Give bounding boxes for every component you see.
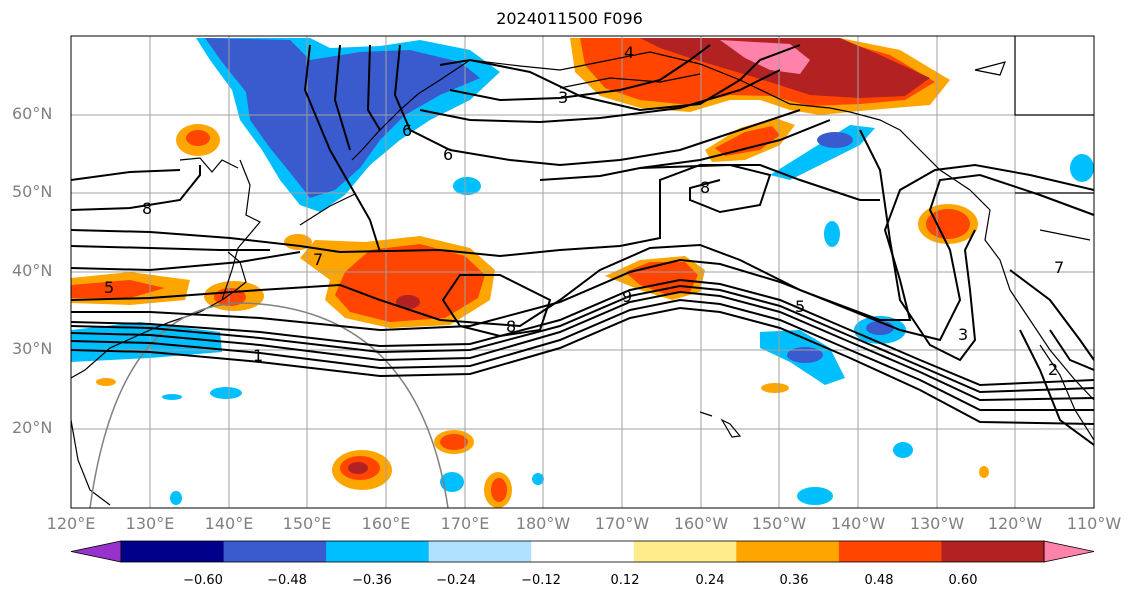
contour-label: 3 bbox=[558, 88, 568, 107]
colorbar-tick-label: 0.36 bbox=[779, 573, 809, 588]
colorbar-tick-label: −0.24 bbox=[436, 573, 476, 588]
colorbar-segment bbox=[428, 541, 532, 562]
lon-label: 130°W bbox=[909, 514, 965, 533]
lat-label: 50°N bbox=[12, 182, 53, 201]
colorbar-tick-label: 0.24 bbox=[695, 573, 725, 588]
negative-anomaly-region bbox=[205, 38, 480, 198]
lon-label: 130°E bbox=[125, 514, 175, 533]
colorbar-segment bbox=[941, 541, 1045, 562]
lon-label: 160°W bbox=[673, 514, 729, 533]
map-gridlines bbox=[71, 36, 1094, 508]
contour-label: 3 bbox=[958, 325, 968, 344]
contour-label: 7 bbox=[313, 250, 323, 269]
contour-label: 8 bbox=[506, 317, 516, 336]
contour-label: 2 bbox=[1048, 360, 1058, 379]
colorbar-segment bbox=[326, 541, 430, 562]
lat-label: 60°N bbox=[12, 104, 53, 123]
lon-label: 140°W bbox=[830, 514, 886, 533]
colorbar-segment bbox=[633, 541, 737, 562]
colorbar-extend-max bbox=[1043, 540, 1095, 563]
positive-anomaly-region bbox=[720, 40, 810, 74]
contour-label: 8 bbox=[142, 199, 152, 218]
reference-circle bbox=[89, 302, 449, 508]
contour-label: 4 bbox=[624, 43, 634, 62]
contour-label: 1 bbox=[253, 346, 263, 365]
colorbar-segment bbox=[531, 541, 635, 562]
colorbar-tick-label: −0.60 bbox=[183, 573, 223, 588]
lon-label: 120°E bbox=[46, 514, 96, 533]
lon-label: 140°E bbox=[204, 514, 254, 533]
colorbar-tick-label: −0.12 bbox=[521, 573, 561, 588]
lon-label: 120°W bbox=[987, 514, 1043, 533]
lon-label: 170°E bbox=[440, 514, 490, 533]
lat-label: 30°N bbox=[12, 339, 53, 358]
colorbar-tick-label: −0.36 bbox=[352, 573, 392, 588]
map-frame bbox=[70, 35, 1095, 509]
lat-label: 20°N bbox=[12, 418, 53, 437]
colorbar-tick-label: −0.48 bbox=[267, 573, 307, 588]
contour-label: 9 bbox=[622, 287, 632, 306]
colorbar bbox=[70, 540, 1095, 563]
lon-label: 170°W bbox=[594, 514, 650, 533]
height-contours bbox=[71, 44, 1094, 446]
lon-label: 150°W bbox=[751, 514, 807, 533]
contour-label: 5 bbox=[104, 278, 114, 297]
coastlines bbox=[71, 36, 1094, 506]
lat-label: 40°N bbox=[12, 261, 53, 280]
colorbar-segment bbox=[838, 541, 942, 562]
positive-anomaly-region bbox=[335, 244, 485, 322]
contour-labels: 3 4 6 6 8 8 8 7 5 1 9 5 3 7 2 bbox=[104, 43, 1064, 379]
lon-label: 160°E bbox=[361, 514, 411, 533]
colorbar-extend-min bbox=[70, 540, 122, 563]
colorbar-segment bbox=[121, 541, 225, 562]
lon-label: 150°E bbox=[282, 514, 332, 533]
contour-label: 6 bbox=[402, 121, 412, 140]
colorbar-tick-label: 0.48 bbox=[864, 573, 894, 588]
colorbar-segment bbox=[736, 541, 840, 562]
map-title: 2024011500 F096 bbox=[496, 9, 643, 28]
lon-label: 110°W bbox=[1066, 514, 1122, 533]
lon-label: 180°W bbox=[515, 514, 571, 533]
colorbar-segment bbox=[223, 541, 327, 562]
colorbar-outline bbox=[120, 540, 1045, 563]
contour-label: 8 bbox=[700, 178, 710, 197]
contour-label: 7 bbox=[1054, 258, 1064, 277]
contour-label: 5 bbox=[795, 297, 805, 316]
colorbar-tick-label: 0.12 bbox=[610, 573, 640, 588]
contour-label: 6 bbox=[443, 145, 453, 164]
colorbar-tick-label: 0.60 bbox=[948, 573, 978, 588]
